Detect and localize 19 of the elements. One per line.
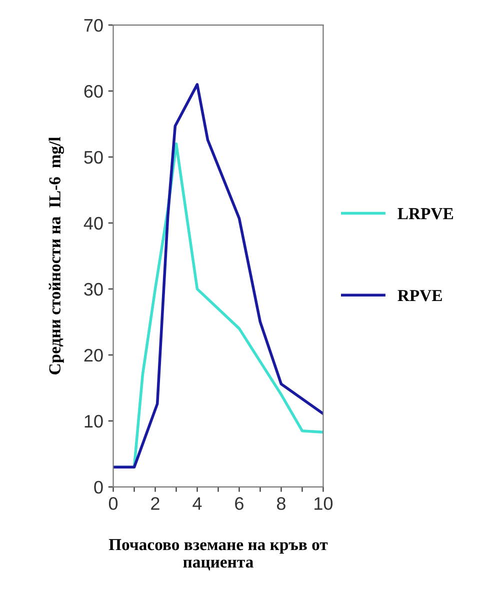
x-tick-label: 8: [276, 497, 286, 510]
x-tick-label: 10: [314, 497, 333, 510]
x-tick-label: 4: [192, 497, 202, 510]
y-tick-label: 50: [84, 150, 103, 164]
legend-label: RPVE: [398, 290, 442, 302]
y-axis-title: Средни стойности на IL-6 mg/l: [48, 137, 64, 374]
x-axis-title: Почасово вземане на кръв от пациента: [108, 539, 328, 570]
y-tick-label: 70: [84, 18, 103, 32]
y-tick-label: 60: [84, 84, 103, 98]
y-tick-label: 0: [94, 480, 103, 494]
y-tick-label: 40: [84, 216, 103, 230]
line-series: [113, 83, 324, 469]
x-tick-label: 0: [108, 497, 118, 510]
x-tick-label: 2: [151, 497, 160, 510]
y-tick-label: 20: [84, 348, 103, 362]
x-tick-label: 6: [235, 497, 244, 510]
legend-label: LRPVE: [398, 208, 454, 220]
y-tick-label: 10: [84, 414, 103, 428]
y-tick-label: 30: [84, 282, 103, 296]
